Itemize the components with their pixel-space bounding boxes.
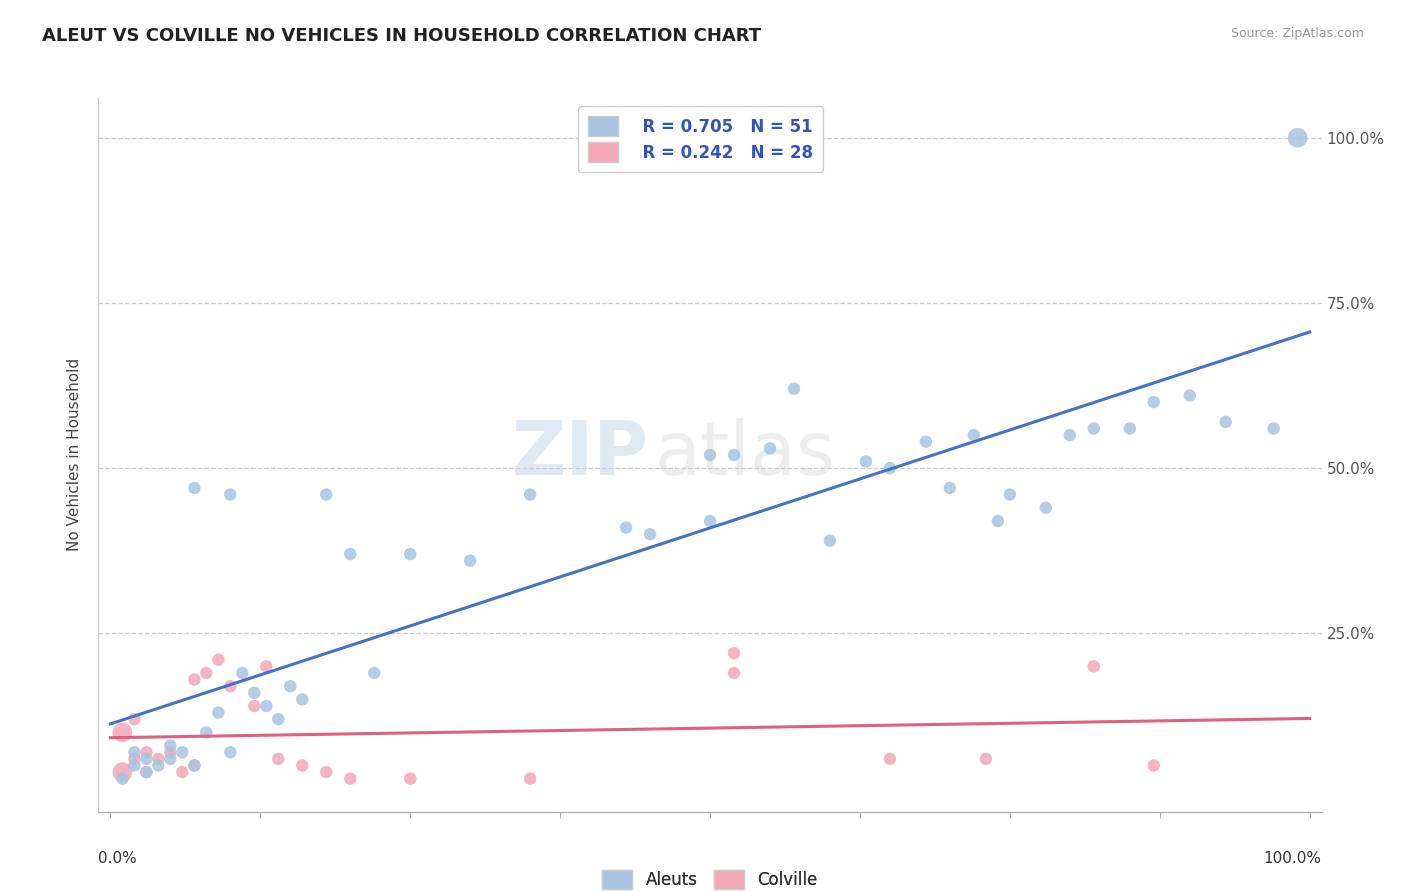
Point — [159, 745, 181, 759]
Point — [1059, 428, 1081, 442]
Point — [207, 706, 229, 720]
Text: atlas: atlas — [655, 418, 837, 491]
Point — [124, 745, 146, 759]
Text: 100.0%: 100.0% — [1264, 851, 1322, 866]
Point — [963, 428, 986, 442]
Point — [254, 659, 277, 673]
Point — [818, 533, 841, 548]
Point — [614, 520, 637, 534]
Point — [699, 514, 721, 528]
Point — [243, 698, 266, 713]
Point — [183, 673, 205, 687]
Point — [1215, 415, 1237, 429]
Point — [135, 765, 157, 780]
Point — [939, 481, 962, 495]
Point — [1263, 421, 1285, 435]
Point — [458, 554, 481, 568]
Point — [219, 679, 242, 693]
Point — [148, 752, 170, 766]
Point — [172, 745, 194, 759]
Point — [207, 653, 229, 667]
Point — [759, 442, 782, 456]
Point — [915, 434, 938, 449]
Text: ALEUT VS COLVILLE NO VEHICLES IN HOUSEHOLD CORRELATION CHART: ALEUT VS COLVILLE NO VEHICLES IN HOUSEHO… — [42, 27, 761, 45]
Point — [519, 772, 541, 786]
Point — [254, 698, 277, 713]
Point — [159, 739, 181, 753]
Point — [723, 646, 745, 660]
Point — [1286, 130, 1309, 145]
Point — [699, 448, 721, 462]
Point — [135, 765, 157, 780]
Point — [231, 665, 253, 680]
Text: 0.0%: 0.0% — [98, 851, 138, 866]
Point — [267, 712, 290, 726]
Point — [1143, 395, 1166, 409]
Text: ZIP: ZIP — [512, 418, 650, 491]
Y-axis label: No Vehicles in Household: No Vehicles in Household — [67, 359, 83, 551]
Point — [998, 487, 1021, 501]
Point — [879, 461, 901, 475]
Point — [1083, 421, 1105, 435]
Point — [519, 487, 541, 501]
Point — [399, 772, 422, 786]
Point — [315, 487, 337, 501]
Point — [1178, 388, 1201, 402]
Point — [267, 752, 290, 766]
Point — [278, 679, 301, 693]
Point — [135, 752, 157, 766]
Point — [124, 758, 146, 772]
Point — [638, 527, 661, 541]
Legend: Aleuts, Colville: Aleuts, Colville — [596, 863, 824, 892]
Point — [172, 765, 194, 780]
Point — [339, 772, 361, 786]
Point — [183, 758, 205, 772]
Point — [219, 487, 242, 501]
Point — [291, 758, 314, 772]
Point — [1143, 758, 1166, 772]
Point — [195, 725, 218, 739]
Point — [987, 514, 1010, 528]
Point — [723, 665, 745, 680]
Point — [339, 547, 361, 561]
Point — [219, 745, 242, 759]
Point — [159, 752, 181, 766]
Point — [1119, 421, 1142, 435]
Point — [124, 712, 146, 726]
Point — [315, 765, 337, 780]
Point — [183, 758, 205, 772]
Point — [183, 481, 205, 495]
Point — [135, 745, 157, 759]
Point — [195, 665, 218, 680]
Point — [879, 752, 901, 766]
Point — [124, 752, 146, 766]
Point — [291, 692, 314, 706]
Point — [111, 772, 134, 786]
Point — [399, 547, 422, 561]
Point — [243, 686, 266, 700]
Point — [111, 765, 134, 780]
Text: Source: ZipAtlas.com: Source: ZipAtlas.com — [1230, 27, 1364, 40]
Point — [974, 752, 997, 766]
Point — [723, 448, 745, 462]
Point — [783, 382, 806, 396]
Point — [111, 725, 134, 739]
Point — [148, 758, 170, 772]
Point — [855, 454, 877, 468]
Point — [1035, 500, 1057, 515]
Point — [1083, 659, 1105, 673]
Point — [363, 665, 385, 680]
